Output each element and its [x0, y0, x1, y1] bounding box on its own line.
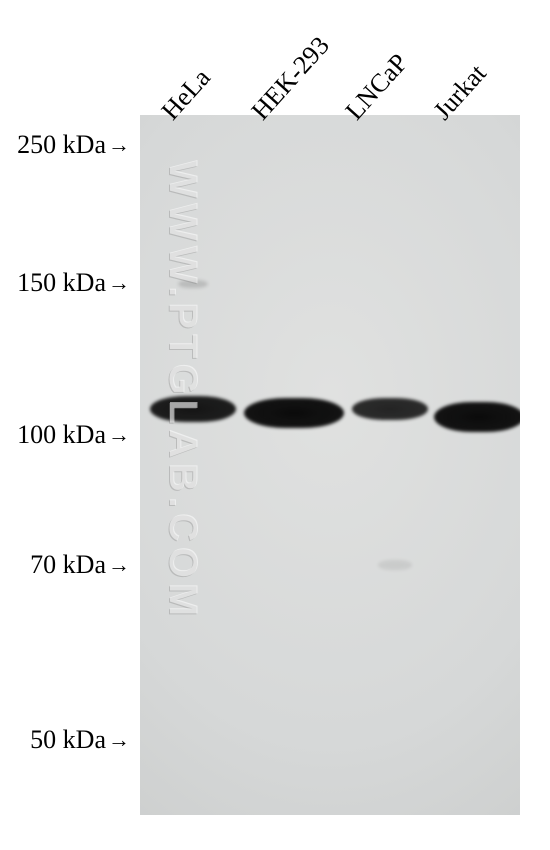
membrane-background	[140, 115, 520, 815]
lane-label-3: Jurkat	[428, 59, 493, 126]
band-lane-1	[244, 398, 344, 428]
arrow-right-icon: →	[108, 552, 130, 578]
faint-band-1	[378, 560, 412, 570]
band-lane-3	[434, 402, 520, 432]
blot-membrane: WWW.PTGLAB.COM	[140, 115, 520, 815]
band-lane-0	[150, 396, 236, 422]
arrow-right-icon: →	[108, 270, 130, 296]
lane-label-0: HeLa	[156, 63, 217, 126]
mw-label-2: 100 kDa→	[17, 420, 130, 450]
lane-label-2: LNCaP	[340, 48, 414, 126]
mw-label-text: 100 kDa	[17, 420, 106, 450]
mw-label-4: 50 kDa→	[30, 725, 130, 755]
mw-label-text: 250 kDa	[17, 130, 106, 160]
mw-label-text: 150 kDa	[17, 268, 106, 298]
arrow-right-icon: →	[108, 422, 130, 448]
mw-label-3: 70 kDa→	[30, 550, 130, 580]
band-lane-2	[352, 398, 428, 420]
mw-label-1: 150 kDa→	[17, 268, 130, 298]
arrow-right-icon: →	[108, 727, 130, 753]
lane-label-1: HEK-293	[246, 31, 336, 126]
faint-band-0	[178, 280, 208, 288]
blot-figure: WWW.PTGLAB.COM HeLa HEK-293LNCaPJurkat 25…	[0, 0, 550, 850]
mw-label-text: 50 kDa	[30, 725, 106, 755]
mw-label-0: 250 kDa→	[17, 130, 130, 160]
arrow-right-icon: →	[108, 132, 130, 158]
mw-marker-labels: 250 kDa→150 kDa→100 kDa→70 kDa→50 kDa→	[0, 0, 140, 850]
mw-label-text: 70 kDa	[30, 550, 106, 580]
